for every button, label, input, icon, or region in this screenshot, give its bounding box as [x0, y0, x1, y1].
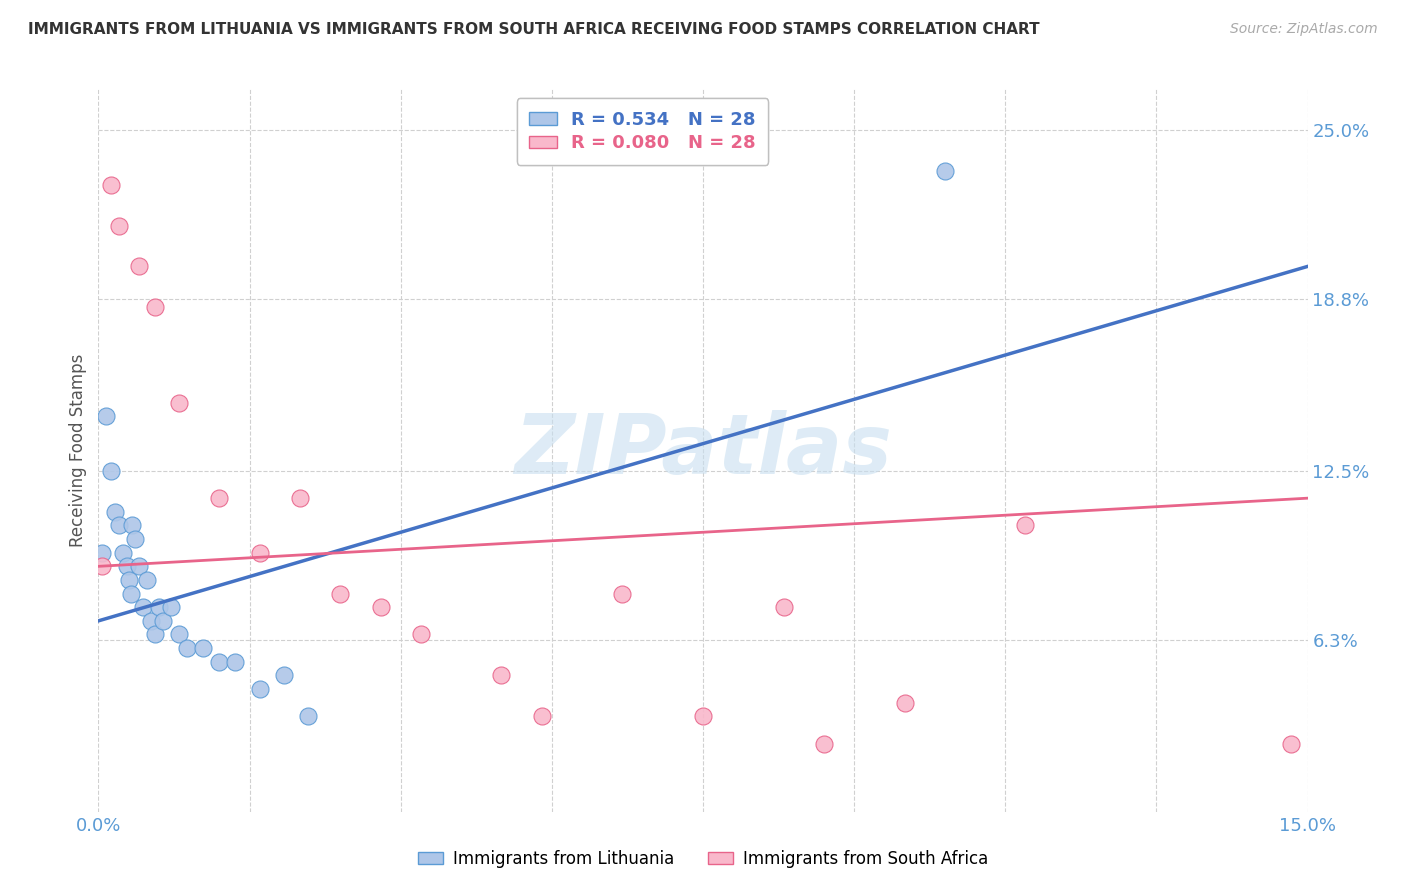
Y-axis label: Receiving Food Stamps: Receiving Food Stamps [69, 354, 87, 547]
Point [139, 614, 162, 628]
Point [115, 559, 138, 574]
Point [249, 546, 271, 560]
Point [329, 586, 352, 600]
Point [288, 491, 311, 505]
Point [297, 709, 319, 723]
Point [143, 627, 166, 641]
Point [91, 559, 114, 574]
Point [118, 573, 141, 587]
Point [132, 600, 155, 615]
Point [128, 260, 150, 274]
Point [1014, 518, 1036, 533]
Point [249, 681, 271, 696]
Point [120, 586, 142, 600]
Point [135, 573, 157, 587]
Point [128, 559, 150, 574]
Point [103, 505, 125, 519]
Point [148, 600, 170, 615]
Point [143, 301, 166, 315]
Point [224, 655, 246, 669]
Point [124, 532, 146, 546]
Point [96, 409, 118, 424]
Point [160, 600, 183, 615]
Point [208, 491, 231, 505]
Point [934, 164, 956, 178]
Point [370, 600, 392, 615]
Point [491, 668, 513, 682]
Point [111, 546, 134, 560]
Point [121, 518, 143, 533]
Point [1281, 737, 1303, 751]
Point [193, 641, 215, 656]
Text: IMMIGRANTS FROM LITHUANIA VS IMMIGRANTS FROM SOUTH AFRICA RECEIVING FOOD STAMPS : IMMIGRANTS FROM LITHUANIA VS IMMIGRANTS … [28, 22, 1040, 37]
Legend: R = 0.534   N = 28, R = 0.080   N = 28: R = 0.534 N = 28, R = 0.080 N = 28 [517, 98, 768, 165]
Point [409, 627, 432, 641]
Point [813, 737, 835, 751]
Point [152, 614, 174, 628]
Point [107, 518, 129, 533]
Point [176, 641, 198, 656]
Text: ZIPatlas: ZIPatlas [515, 410, 891, 491]
Point [91, 546, 114, 560]
Point [893, 696, 915, 710]
Legend: Immigrants from Lithuania, Immigrants from South Africa: Immigrants from Lithuania, Immigrants fr… [412, 844, 994, 875]
Point [100, 178, 122, 192]
Point [208, 655, 231, 669]
Point [772, 600, 794, 615]
Point [530, 709, 553, 723]
Point [692, 709, 714, 723]
Text: Source: ZipAtlas.com: Source: ZipAtlas.com [1230, 22, 1378, 37]
Point [167, 627, 190, 641]
Point [107, 219, 129, 233]
Point [612, 586, 634, 600]
Point [167, 396, 190, 410]
Point [100, 464, 122, 478]
Point [273, 668, 295, 682]
